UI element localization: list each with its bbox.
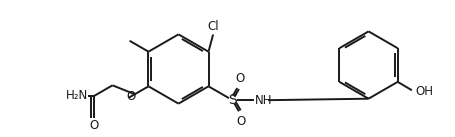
- Text: O: O: [237, 115, 246, 128]
- Text: O: O: [236, 72, 245, 85]
- Text: S: S: [228, 93, 237, 107]
- Text: OH: OH: [416, 85, 434, 98]
- Text: Cl: Cl: [207, 20, 219, 33]
- Text: NH: NH: [255, 94, 273, 107]
- Text: H₂N: H₂N: [66, 89, 88, 102]
- Text: O: O: [89, 119, 98, 132]
- Text: O: O: [127, 90, 136, 103]
